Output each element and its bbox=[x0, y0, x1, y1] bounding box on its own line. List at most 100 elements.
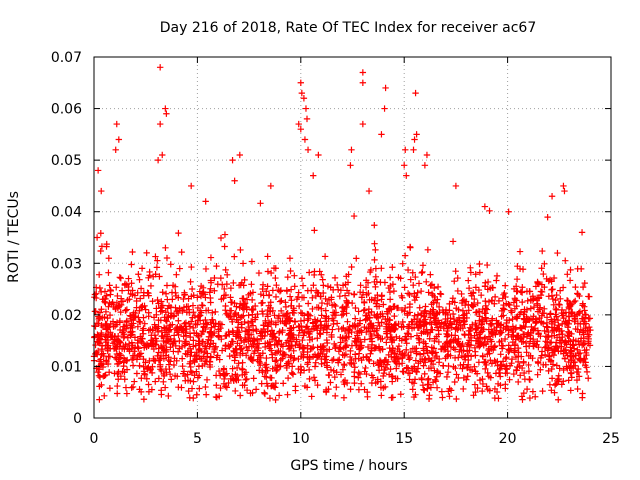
data-point bbox=[405, 352, 412, 360]
data-point bbox=[272, 321, 279, 328]
data-point bbox=[316, 329, 324, 337]
data-point bbox=[131, 334, 139, 341]
data-point bbox=[109, 299, 116, 306]
data-point bbox=[400, 368, 407, 376]
data-point bbox=[136, 276, 143, 283]
data-point bbox=[465, 341, 473, 348]
data-point bbox=[583, 368, 591, 376]
data-point bbox=[496, 330, 504, 338]
data-point bbox=[100, 352, 107, 360]
data-point bbox=[310, 374, 318, 381]
data-point bbox=[364, 315, 371, 322]
data-point bbox=[351, 364, 359, 371]
data-point bbox=[403, 346, 410, 354]
data-point bbox=[547, 310, 554, 317]
data-point bbox=[554, 344, 561, 352]
data-point bbox=[273, 282, 280, 289]
data-point bbox=[311, 363, 319, 370]
data-point bbox=[106, 353, 114, 360]
data-point bbox=[435, 327, 442, 334]
data-point bbox=[399, 349, 406, 357]
data-point bbox=[170, 332, 178, 339]
data-point bbox=[208, 324, 215, 331]
data-point bbox=[371, 240, 378, 247]
data-point bbox=[223, 271, 231, 279]
data-point bbox=[459, 297, 466, 304]
data-point bbox=[230, 279, 237, 287]
data-point bbox=[129, 342, 136, 349]
data-point bbox=[561, 187, 568, 195]
data-point bbox=[115, 136, 123, 143]
data-point bbox=[240, 312, 247, 319]
data-point bbox=[356, 317, 364, 324]
data-point bbox=[553, 326, 560, 333]
data-point bbox=[171, 283, 179, 290]
data-point bbox=[169, 321, 176, 328]
data-point bbox=[460, 318, 467, 326]
data-point bbox=[323, 329, 331, 336]
data-point bbox=[539, 310, 546, 317]
data-point bbox=[489, 284, 496, 291]
data-point bbox=[510, 333, 517, 341]
data-point bbox=[211, 287, 218, 294]
data-point bbox=[334, 281, 341, 289]
data-point bbox=[331, 373, 338, 381]
data-point bbox=[450, 344, 457, 351]
data-point bbox=[271, 334, 279, 341]
data-point bbox=[182, 340, 189, 347]
data-point bbox=[486, 387, 494, 394]
data-point bbox=[221, 375, 228, 383]
data-point bbox=[234, 324, 242, 331]
data-point bbox=[159, 332, 166, 340]
data-point bbox=[521, 308, 528, 315]
data-point bbox=[208, 316, 216, 323]
data-point bbox=[359, 69, 367, 76]
data-point bbox=[498, 337, 505, 345]
data-point bbox=[234, 340, 241, 347]
data-point bbox=[353, 329, 361, 337]
data-point bbox=[381, 358, 388, 365]
data-point bbox=[413, 345, 420, 352]
data-point bbox=[401, 284, 408, 291]
data-point bbox=[558, 327, 565, 335]
data-point bbox=[259, 368, 266, 376]
data-point bbox=[347, 386, 354, 393]
data-point bbox=[568, 357, 575, 364]
data-point bbox=[254, 310, 261, 318]
data-point bbox=[304, 361, 311, 368]
data-point bbox=[520, 315, 528, 322]
data-point bbox=[567, 266, 574, 274]
data-point bbox=[276, 328, 283, 335]
data-point bbox=[265, 319, 273, 326]
data-point bbox=[329, 326, 336, 333]
data-point bbox=[390, 303, 397, 310]
data-point bbox=[471, 295, 478, 303]
data-point bbox=[481, 359, 489, 366]
data-point bbox=[104, 336, 112, 344]
data-point bbox=[566, 364, 573, 372]
data-point bbox=[343, 333, 350, 341]
data-point bbox=[573, 376, 581, 384]
data-point bbox=[488, 330, 495, 337]
data-point bbox=[236, 151, 243, 159]
data-point bbox=[268, 351, 276, 358]
data-point bbox=[330, 356, 337, 363]
data-point bbox=[576, 308, 584, 315]
data-point bbox=[317, 293, 324, 300]
data-point bbox=[267, 331, 274, 338]
data-point bbox=[229, 156, 236, 164]
data-point bbox=[491, 394, 499, 402]
data-point bbox=[411, 296, 419, 304]
data-point bbox=[530, 336, 537, 343]
data-point bbox=[582, 349, 590, 357]
data-point bbox=[230, 329, 237, 336]
data-point bbox=[315, 151, 322, 159]
data-point bbox=[525, 352, 532, 360]
data-point bbox=[286, 293, 294, 300]
data-point bbox=[206, 343, 213, 350]
data-point bbox=[571, 318, 578, 325]
data-point bbox=[568, 347, 575, 354]
data-point bbox=[98, 381, 105, 389]
data-point bbox=[451, 378, 458, 386]
data-point bbox=[147, 282, 155, 290]
